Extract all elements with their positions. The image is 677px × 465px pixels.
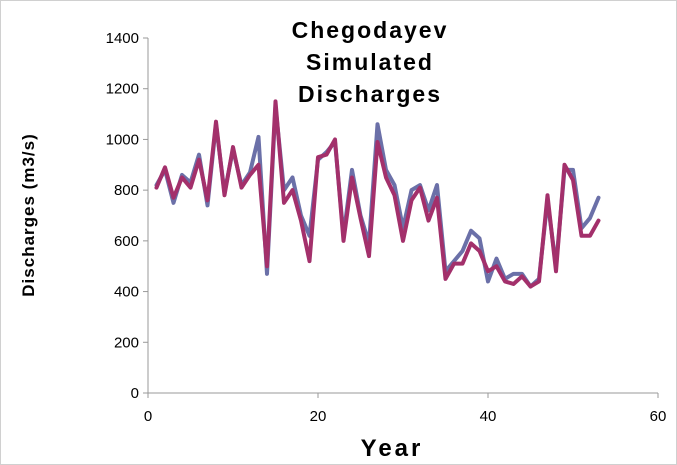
y-tick-label: 800 xyxy=(114,182,139,199)
y-tick-label: 0 xyxy=(131,385,139,402)
y-axis-label: Discharges (m3/s) xyxy=(19,133,38,296)
y-tick-label: 1400 xyxy=(106,30,139,47)
x-tick-label: 0 xyxy=(144,408,152,425)
y-tick-label: 600 xyxy=(114,233,139,250)
y-tick-label: 200 xyxy=(114,334,139,351)
x-tick-label: 60 xyxy=(650,408,667,425)
y-tick-label: 1000 xyxy=(106,131,139,148)
chart-title: Chegodayev Simulated Discharges xyxy=(291,17,449,107)
x-tick-label: 20 xyxy=(310,408,327,425)
x-tick-label: 40 xyxy=(480,408,497,425)
data-line xyxy=(154,104,601,289)
data-line xyxy=(154,99,601,289)
y-tick-label: 400 xyxy=(114,284,139,301)
y-tick-label: 1200 xyxy=(106,81,139,98)
x-axis-label: Year xyxy=(361,435,424,462)
